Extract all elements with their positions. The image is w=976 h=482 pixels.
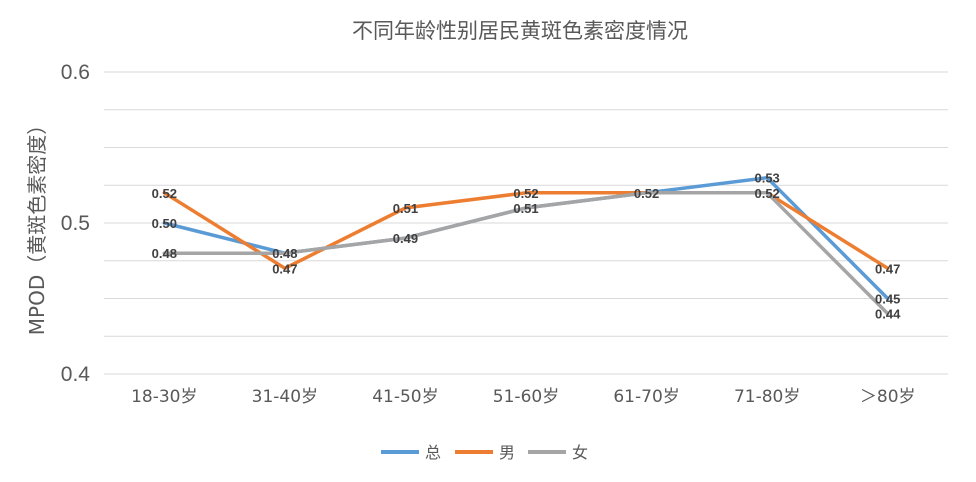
data-label: 0.52 xyxy=(754,186,779,201)
data-label: 0.52 xyxy=(152,186,177,201)
data-label: 0.49 xyxy=(393,231,418,246)
y-tick-label: 0.5 xyxy=(61,212,90,235)
x-axis-ticks: 18-30岁 31-40岁 41-50岁 51-60岁 61-70岁 71-80岁 ＞80岁 xyxy=(131,387,915,407)
y-axis-ticks: 0.4 0.5 0.6 xyxy=(61,61,91,386)
x-tick-label: 51-60岁 xyxy=(493,387,559,407)
data-label: 0.51 xyxy=(513,201,538,216)
data-label: 0.47 xyxy=(272,261,297,276)
y-axis-label: MPOD（黄斑色素密度） xyxy=(25,115,49,335)
legend-label: 男 xyxy=(499,443,515,462)
data-label: 0.47 xyxy=(875,261,900,276)
series-lines xyxy=(162,175,890,316)
legend-item: 男 xyxy=(455,443,515,462)
legend: 总男女 xyxy=(381,443,588,462)
data-label: 0.53 xyxy=(754,171,779,186)
x-tick-label: 61-70岁 xyxy=(613,387,679,407)
legend-item: 女 xyxy=(528,443,588,462)
x-tick-label: 41-50岁 xyxy=(372,387,438,407)
gridlines xyxy=(104,71,948,375)
x-tick-label: ＞80岁 xyxy=(860,387,916,407)
legend-item: 总 xyxy=(381,443,441,462)
y-tick-label: 0.4 xyxy=(61,363,91,386)
data-label: 0.52 xyxy=(513,186,538,201)
x-tick-label: 71-80岁 xyxy=(734,387,800,407)
series-line-女 xyxy=(162,191,890,316)
data-label: 0.48 xyxy=(272,246,297,261)
x-tick-label: 18-30岁 xyxy=(131,387,197,407)
data-label: 0.52 xyxy=(634,186,659,201)
data-labels: 0.500.480.530.450.520.470.510.520.470.48… xyxy=(152,171,902,322)
legend-label: 女 xyxy=(572,443,588,462)
y-tick-label: 0.6 xyxy=(61,61,90,84)
data-label: 0.48 xyxy=(152,246,177,261)
data-label: 0.51 xyxy=(393,201,418,216)
data-label: 0.45 xyxy=(875,292,900,307)
data-label: 0.50 xyxy=(152,216,177,231)
data-label: 0.44 xyxy=(875,307,901,322)
chart-title: 不同年龄性别居民黄斑色素密度情况 xyxy=(352,19,688,43)
legend-label: 总 xyxy=(425,443,441,462)
x-tick-label: 31-40岁 xyxy=(252,387,318,407)
